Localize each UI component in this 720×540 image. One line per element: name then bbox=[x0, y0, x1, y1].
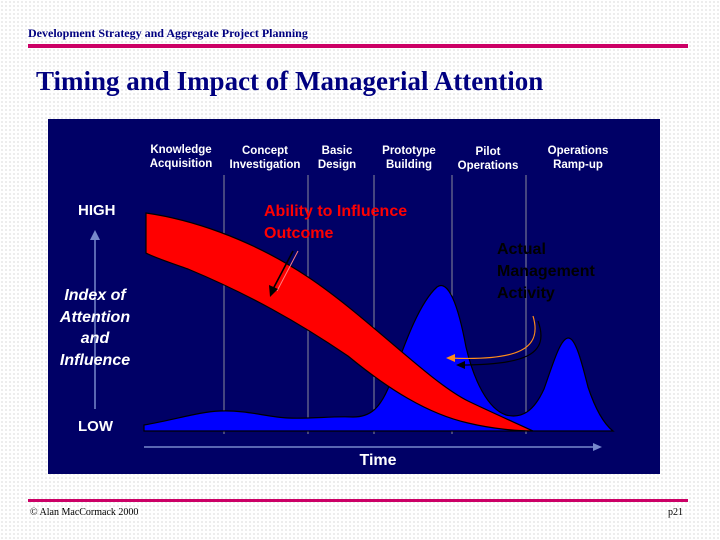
time-axis-arrow bbox=[144, 443, 602, 451]
phase-label-knowledge-acquisition: Knowledge Acquisition bbox=[149, 144, 213, 170]
footer-rule bbox=[28, 499, 688, 502]
ability-to-influence-label: Ability to Influence Outcome bbox=[264, 203, 408, 242]
footer-copyright: © Alan MacCormack 2000 bbox=[30, 507, 139, 518]
phase-label-basic-design: Basic Design bbox=[317, 145, 357, 171]
phase-label-prototype-building: Prototype Building bbox=[382, 145, 436, 171]
slide-title: Timing and Impact of Managerial Attentio… bbox=[36, 66, 544, 96]
ability-to-influence-band bbox=[145, 212, 534, 432]
x-axis-label: Time bbox=[359, 452, 397, 469]
phase-label-operations-ramp-up: Operations Ramp-up bbox=[547, 145, 609, 171]
ability-pointer-arrow bbox=[269, 250, 299, 297]
header-rule bbox=[28, 44, 688, 48]
diagram-canvas bbox=[90, 175, 615, 451]
page-number: p21 bbox=[668, 507, 683, 518]
phase-label-concept-investigation: Concept Investigation bbox=[229, 145, 301, 171]
y-axis-arrow bbox=[90, 230, 100, 409]
management-pointer-arrows bbox=[446, 315, 542, 369]
y-axis-low-label: LOW bbox=[78, 418, 113, 435]
management-activity-curve bbox=[143, 284, 615, 432]
y-axis-title: Index of Attention and Influence bbox=[59, 287, 131, 369]
y-axis-high-label: HIGH bbox=[78, 202, 116, 219]
phase-label-pilot-operations: Pilot Operations bbox=[457, 146, 519, 172]
header-title: Development Strategy and Aggregate Proje… bbox=[28, 26, 308, 40]
attention-diagram: Knowledge Acquisition Concept Investigatio… bbox=[48, 119, 660, 474]
management-activity-label: Actual Management Activity bbox=[497, 241, 595, 302]
